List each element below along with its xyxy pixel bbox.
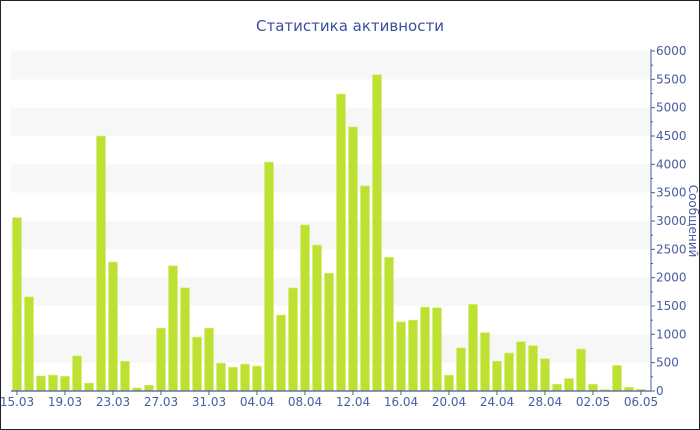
y-tick-label: 2000 <box>656 271 687 285</box>
bar-27.04[interactable] <box>528 345 538 392</box>
bar-02.05[interactable] <box>588 383 598 392</box>
bar-30.03[interactable] <box>192 336 202 392</box>
chart-title: Статистика активности <box>256 17 444 35</box>
y-tick-label: 2500 <box>656 242 687 256</box>
bar-01.05[interactable] <box>576 348 586 392</box>
bar-21.03[interactable] <box>84 382 94 392</box>
x-tick-label: 12.04 <box>336 395 370 409</box>
y-tick-label: 0 <box>656 384 664 398</box>
y-axis-title: Сообщений <box>686 185 699 258</box>
bar-08.04[interactable] <box>300 224 310 392</box>
y-tick-label: 4000 <box>656 157 687 171</box>
x-tick-label: 27.03 <box>144 395 178 409</box>
bar-26.03[interactable] <box>144 385 154 392</box>
bar-18.03[interactable] <box>48 374 58 392</box>
bar-24.04[interactable] <box>492 360 502 392</box>
bar-24.03[interactable] <box>120 360 130 392</box>
bar-06.04[interactable] <box>276 314 286 392</box>
grid-band <box>11 51 651 80</box>
bar-02.04[interactable] <box>228 366 238 392</box>
x-tick-label: 16.04 <box>384 395 418 409</box>
bar-30.04[interactable] <box>564 378 574 392</box>
bar-04.05[interactable] <box>612 365 622 392</box>
bar-22.03[interactable] <box>96 135 106 392</box>
bar-26.04[interactable] <box>516 341 526 392</box>
bar-19.04[interactable] <box>432 307 442 392</box>
bar-29.03[interactable] <box>180 287 190 392</box>
bar-13.04[interactable] <box>360 185 370 392</box>
bar-25.04[interactable] <box>504 352 514 392</box>
bar-09.04[interactable] <box>312 244 322 392</box>
bar-31.03[interactable] <box>204 327 214 392</box>
bar-16.04[interactable] <box>396 321 406 392</box>
bar-23.04[interactable] <box>480 332 490 392</box>
bar-19.03[interactable] <box>60 375 70 392</box>
bar-05.04[interactable] <box>264 161 274 392</box>
bar-21.04[interactable] <box>456 347 466 392</box>
x-tick-label: 02.05 <box>576 395 610 409</box>
bar-22.04[interactable] <box>468 303 478 392</box>
grid-band <box>11 107 651 136</box>
x-tick-label: 20.04 <box>432 395 466 409</box>
x-tick-label: 31.03 <box>192 395 226 409</box>
y-tick-label: 3000 <box>656 214 687 228</box>
x-tick-label: 08.04 <box>288 395 322 409</box>
bar-15.03[interactable] <box>12 217 22 392</box>
bar-20.04[interactable] <box>444 374 454 392</box>
grid-band <box>11 221 651 250</box>
bar-23.03[interactable] <box>108 261 118 392</box>
x-tick-label: 04.04 <box>240 395 274 409</box>
bar-15.04[interactable] <box>384 256 394 392</box>
y-tick-label: 4500 <box>656 129 687 143</box>
y-tick-label: 3500 <box>656 186 687 200</box>
bar-18.04[interactable] <box>420 306 430 392</box>
y-tick-label: 500 <box>656 356 679 370</box>
bar-17.03[interactable] <box>36 375 46 392</box>
bar-07.04[interactable] <box>288 287 298 392</box>
bar-28.03[interactable] <box>168 265 178 392</box>
grid-band <box>11 164 651 193</box>
x-tick-label: 15.03 <box>1 395 34 409</box>
x-tick-label: 06.05 <box>624 395 658 409</box>
bar-17.04[interactable] <box>408 319 418 392</box>
x-tick-label: 23.03 <box>96 395 130 409</box>
y-tick-label: 5500 <box>656 72 687 86</box>
y-tick-label: 1000 <box>656 327 687 341</box>
x-tick-label: 19.03 <box>48 395 82 409</box>
y-tick-label: 1500 <box>656 299 687 313</box>
bar-27.03[interactable] <box>156 327 166 392</box>
x-tick-label: 24.04 <box>480 395 514 409</box>
y-tick-label: 5000 <box>656 101 687 115</box>
bar-16.03[interactable] <box>24 296 34 392</box>
y-tick-label: 6000 <box>656 44 687 58</box>
bar-20.03[interactable] <box>72 355 82 392</box>
bar-12.04[interactable] <box>348 126 358 392</box>
bar-01.04[interactable] <box>216 362 226 392</box>
bar-28.04[interactable] <box>540 358 550 392</box>
bar-03.04[interactable] <box>240 363 250 392</box>
bar-14.04[interactable] <box>372 74 382 392</box>
x-tick-label: 28.04 <box>528 395 562 409</box>
bar-10.04[interactable] <box>324 272 334 392</box>
bar-04.04[interactable] <box>252 365 262 392</box>
bar-29.04[interactable] <box>552 383 562 392</box>
bar-11.04[interactable] <box>336 93 346 392</box>
